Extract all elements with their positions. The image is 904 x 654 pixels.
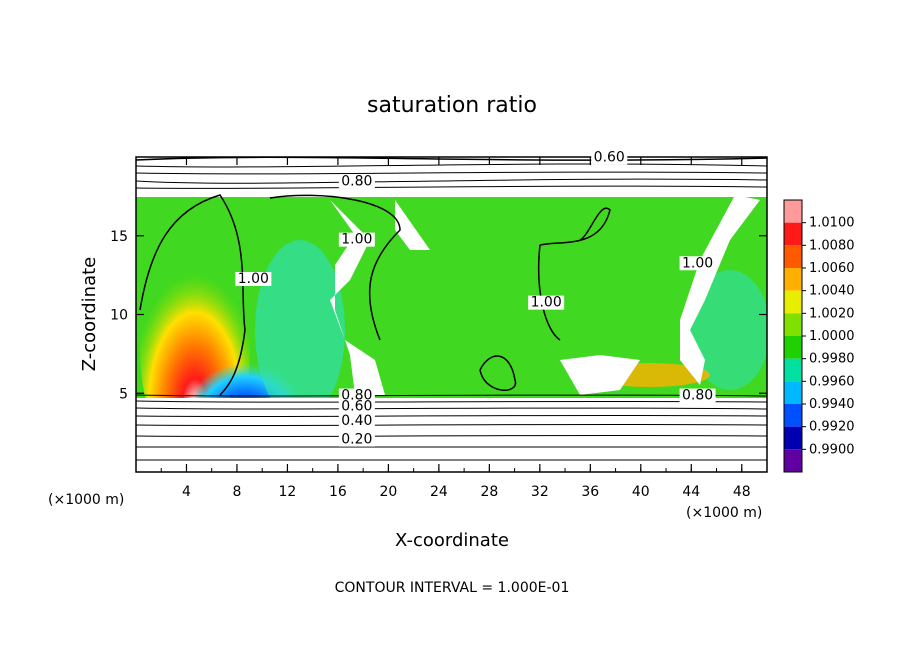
x-tick-label: 32 bbox=[531, 484, 549, 500]
moist-band-left bbox=[255, 240, 345, 420]
colorbar-swatch bbox=[784, 426, 802, 450]
colorbar-swatch bbox=[784, 381, 802, 404]
x-tick-label: 24 bbox=[430, 484, 448, 500]
contour-label-bg bbox=[679, 256, 716, 271]
contour-label-bg bbox=[679, 388, 716, 403]
x-tick-label: 4 bbox=[182, 484, 191, 500]
contour-label-bg bbox=[338, 174, 375, 189]
contour-label-bg bbox=[235, 272, 272, 286]
x-tick-label: 28 bbox=[480, 484, 498, 500]
x-tick-label: 36 bbox=[581, 484, 599, 500]
contour-line bbox=[136, 185, 767, 189]
colorbar-swatch bbox=[784, 449, 802, 472]
contour-line bbox=[136, 414, 767, 418]
subsaturated-gap-4 bbox=[560, 355, 640, 395]
contour-line bbox=[136, 423, 767, 427]
x-axis-label: X-coordinate bbox=[395, 530, 509, 551]
moist-band-right bbox=[690, 270, 767, 390]
contour-label-bg bbox=[338, 399, 375, 414]
contour-label: 0.80 bbox=[341, 173, 372, 189]
x-tick-label: 44 bbox=[682, 484, 700, 500]
x-tick-label: 40 bbox=[632, 484, 650, 500]
subsaturated-gap-2 bbox=[395, 200, 430, 250]
colorbar-swatch bbox=[784, 313, 802, 336]
contour-line bbox=[136, 446, 767, 448]
plot-area bbox=[135, 156, 768, 473]
colorbar-swatch bbox=[784, 358, 802, 382]
upper-dry-layer bbox=[136, 157, 767, 197]
contour-label-bg bbox=[591, 150, 628, 165]
colorbar-swatch bbox=[784, 245, 802, 268]
colorbar-label: 1.0040 bbox=[809, 284, 855, 299]
colorbar-label: 1.0020 bbox=[809, 306, 855, 321]
contour-label: 0.20 bbox=[341, 432, 372, 448]
colorbar-swatch bbox=[784, 268, 802, 291]
contour-line bbox=[136, 407, 767, 410]
y-axis-label: Z-coordinate bbox=[79, 257, 100, 372]
colorbar-swatch bbox=[784, 290, 802, 314]
contour-line bbox=[136, 163, 767, 168]
colorbar: 1.0100 1.0080 1.0060 1.0040 1.0020 1.0000 0.99… bbox=[783, 199, 855, 473]
colorbar-label: 1.0060 bbox=[809, 261, 855, 276]
colorbar-swatch bbox=[784, 222, 802, 246]
contour-label: 0.60 bbox=[341, 399, 372, 415]
colorbar-label: 0.9960 bbox=[809, 374, 855, 389]
colorbar-label: 0.9900 bbox=[809, 442, 855, 457]
contour-label: 0.40 bbox=[341, 413, 372, 429]
contour-line bbox=[136, 394, 767, 397]
contour-line bbox=[136, 171, 767, 175]
x-ticks: 4 8 12 16 20 24 28 32 36 40 44 48 bbox=[160, 157, 751, 500]
y-ticks: 5 10 15 bbox=[110, 229, 767, 402]
contour-label: 0.80 bbox=[682, 388, 713, 404]
contour-line bbox=[136, 459, 767, 461]
contour-line-saturation bbox=[139, 194, 246, 396]
contour-label-bg bbox=[528, 295, 565, 310]
contour-label-bg bbox=[338, 413, 375, 428]
y-tick-label: 10 bbox=[110, 308, 128, 324]
subsaturated-gap-3 bbox=[680, 195, 760, 385]
chart-title: saturation ratio bbox=[367, 93, 537, 118]
contour-label-bg bbox=[338, 432, 375, 447]
contour-label: 1.00 bbox=[682, 255, 713, 271]
colorbar-swatch bbox=[784, 404, 802, 427]
y-tick-label: 5 bbox=[119, 386, 128, 402]
colorbar-swatch bbox=[784, 336, 802, 359]
x-unit-label-right: (×1000 m) bbox=[686, 505, 762, 521]
contour-labels: 0.600.801.001.001.001.000.80 0.800.600.40… bbox=[235, 150, 716, 448]
x-tick-label: 20 bbox=[379, 484, 397, 500]
colorbar-label: 1.0100 bbox=[809, 216, 855, 231]
x-tick-label: 16 bbox=[329, 484, 347, 500]
colorbar-label: 1.0000 bbox=[809, 329, 855, 344]
contour-line-saturation bbox=[269, 194, 401, 341]
x-tick-label: 8 bbox=[232, 484, 241, 500]
x-tick-label: 12 bbox=[279, 484, 297, 500]
colorbar-swatch bbox=[784, 200, 802, 223]
contour-label-bg bbox=[338, 232, 375, 247]
colorbar-label: 0.9980 bbox=[809, 352, 855, 367]
x-tick-label: 48 bbox=[733, 484, 751, 500]
contour-line bbox=[136, 434, 767, 438]
colorbar-label: 1.0080 bbox=[809, 238, 855, 253]
x-unit-label-left: (×1000 m) bbox=[48, 492, 124, 508]
contour-line bbox=[136, 178, 767, 184]
contour-label: 0.80 bbox=[341, 388, 372, 404]
contour-line bbox=[136, 157, 767, 161]
contour-label: 1.00 bbox=[531, 295, 562, 311]
colorbar-label: 0.9920 bbox=[809, 420, 855, 435]
contour-label: 1.00 bbox=[341, 232, 372, 248]
colorbar-label: 0.9940 bbox=[809, 397, 855, 412]
contour-line bbox=[136, 400, 767, 403]
contour-label: 1.00 bbox=[238, 271, 269, 287]
y-tick-label: 15 bbox=[110, 229, 128, 245]
contour-line-saturation bbox=[479, 355, 517, 391]
contour-interval-note: CONTOUR INTERVAL = 1.000E-01 bbox=[335, 580, 570, 596]
contour-label-bg bbox=[338, 388, 375, 403]
contour-label: 0.60 bbox=[594, 150, 625, 166]
